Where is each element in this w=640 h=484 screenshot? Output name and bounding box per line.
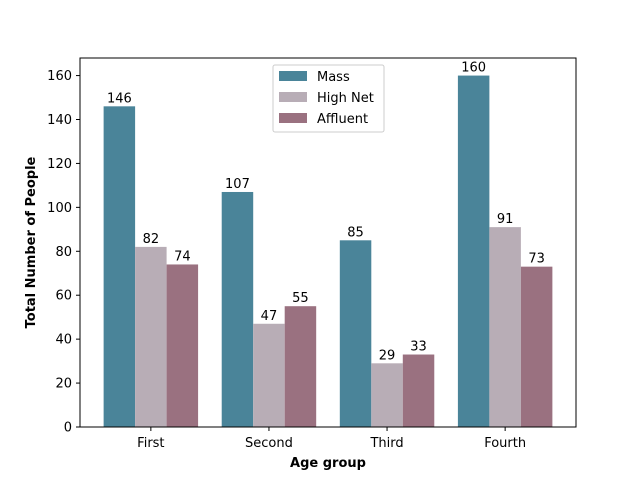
bar-affluent-first [166,264,199,427]
bar-value-label: 55 [292,291,309,306]
bar-high-net-fourth [489,227,521,428]
bar-value-label: 85 [347,225,364,240]
bar-mass-fourth [457,75,490,427]
bar-value-label: 107 [225,177,250,192]
y-tick-label: 20 [55,377,72,392]
legend-label: Affluent [317,112,368,127]
bar-value-label: 91 [497,212,514,227]
bar-high-net-third [371,363,403,427]
bar-mass-third [339,240,372,427]
bar-high-net-first [135,246,167,427]
bars-layer [103,75,553,428]
x-tick-label: Fourth [484,436,526,451]
bar-value-label: 73 [528,252,545,267]
bar-affluent-fourth [520,266,553,427]
legend: Mass High Net Affluent [272,64,385,133]
bar-value-label: 146 [107,91,132,106]
bar-mass-first [103,106,136,427]
y-tick-label: 140 [47,113,72,128]
legend-swatch [279,113,307,123]
x-tick-label: First [137,436,164,451]
legend-swatch [279,71,307,81]
x-axis-title: Age group [290,456,366,471]
y-tick-label: 0 [64,421,72,436]
y-axis-title: Total Number of People [24,156,39,328]
bar-value-label: 74 [174,249,191,264]
bar-labels-layer: 146 82 74 107 47 55 85 29 33 160 91 73 [107,61,545,364]
bar-mass-second [221,191,254,427]
legend-label: Mass [317,70,350,85]
y-tick-label: 160 [47,69,72,84]
y-tick-label: 40 [55,333,72,348]
y-tick-label: 60 [55,289,72,304]
legend-swatch [279,92,307,102]
plot-area-frame [79,57,577,428]
y-axis: 0 20 40 60 80 100 120 140 160 [47,69,80,436]
x-tick-label: Third [369,436,403,451]
bar-value-label: 47 [261,309,278,324]
bar-value-label: 29 [379,348,396,363]
y-tick-label: 80 [55,245,72,260]
bar-affluent-third [402,354,435,427]
bar-value-label: 82 [143,232,160,247]
y-tick-label: 100 [47,201,72,216]
y-tick-label: 120 [47,157,72,172]
x-axis: First Second Third Fourth [137,427,526,451]
bar-value-label: 160 [461,61,486,76]
bar-value-label: 33 [410,340,427,355]
legend-label: High Net [317,91,374,106]
bar-affluent-second [284,306,317,427]
bar-high-net-second [253,323,285,427]
x-tick-label: Second [245,436,293,451]
